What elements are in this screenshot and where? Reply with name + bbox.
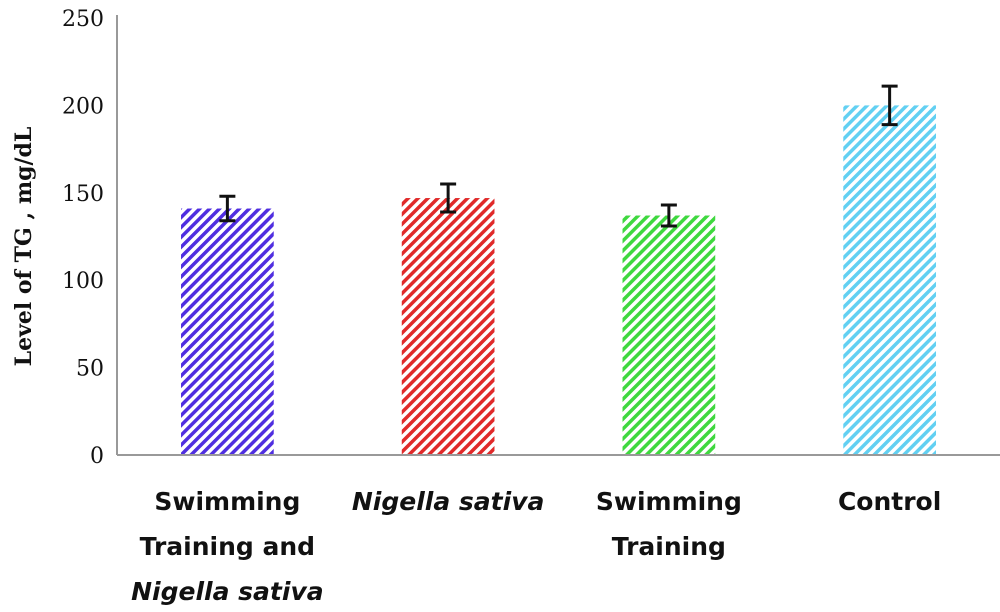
- error-bar: [660, 203, 677, 228]
- x-category-label: Swimming Training and Nigella sativa: [131, 487, 324, 606]
- y-axis-title-group: Level of TG , mg/dL: [11, 127, 37, 367]
- y-axis-title: Level of TG , mg/dL: [11, 127, 37, 367]
- x-category-label: Control: [838, 487, 941, 516]
- error-bar: [881, 84, 898, 127]
- y-tick-label: 250: [62, 7, 104, 32]
- axes: [116, 15, 1000, 456]
- error-bars: [219, 84, 898, 228]
- bar: [622, 215, 716, 455]
- category-labels: Swimming Training and Nigella sativa Nigell…: [131, 487, 941, 606]
- y-tick-label: 50: [76, 357, 104, 382]
- x-category-label: Nigella sativa: [352, 487, 545, 516]
- y-tick-label: 150: [62, 182, 104, 207]
- y-tick-label: 0: [90, 444, 104, 469]
- y-tick-label: 200: [62, 94, 104, 119]
- bar: [401, 198, 495, 455]
- bars: [181, 105, 936, 456]
- error-bar: [219, 194, 236, 223]
- error-bar: [440, 182, 457, 214]
- bar: [181, 208, 274, 455]
- y-tick-label: 100: [62, 269, 104, 294]
- bar: [843, 105, 936, 456]
- x-category-label: Swimming Training: [596, 487, 742, 561]
- y-tick-labels: 0 50 100 150 200 250: [62, 7, 104, 469]
